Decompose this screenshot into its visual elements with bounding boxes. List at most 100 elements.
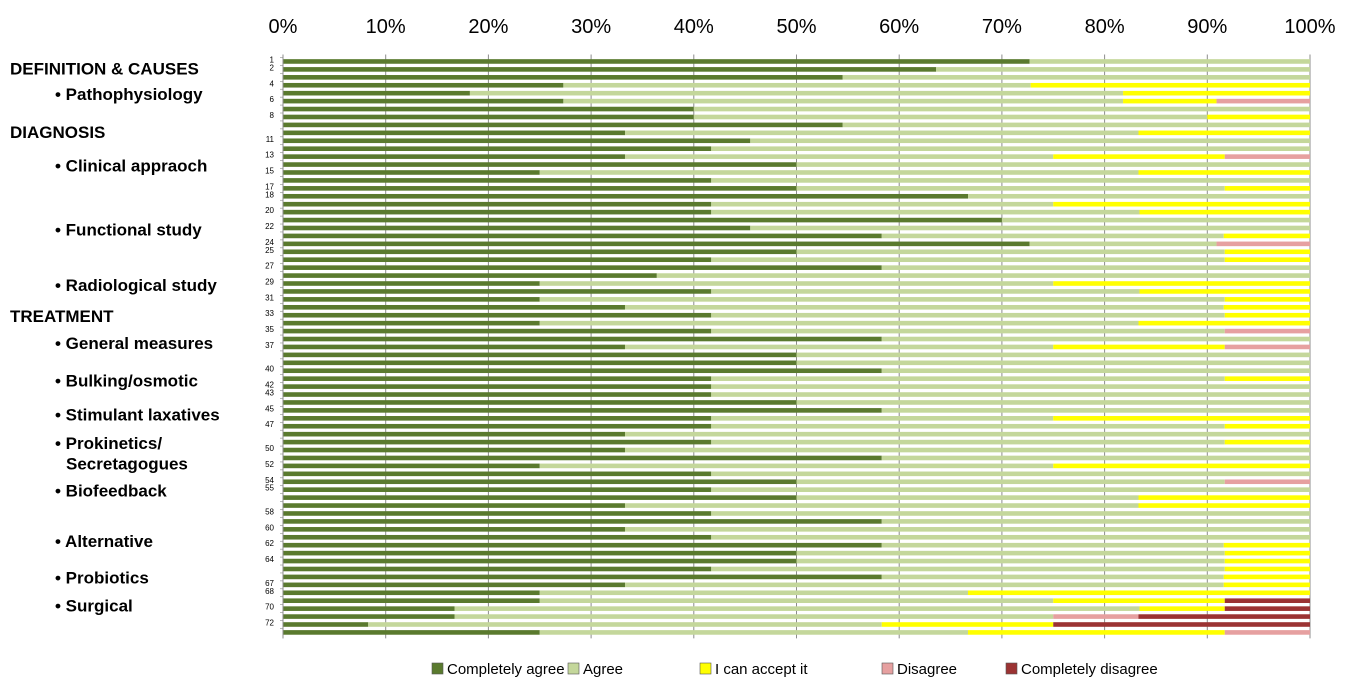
x-tick-label: 10% (366, 16, 406, 38)
row-number-label: 22 (265, 222, 274, 231)
bar-segment (968, 630, 1225, 635)
bar-segment (1053, 154, 1225, 159)
bar-segment (1216, 98, 1310, 104)
bar-segment (881, 519, 1310, 524)
bar-segment (1224, 344, 1310, 350)
legend-swatch (567, 662, 580, 675)
bar-segment (881, 455, 1310, 461)
bar-segment (283, 114, 694, 120)
bar-segment (711, 487, 1310, 492)
row-number-label: 4 (270, 79, 275, 88)
bar-segment (624, 431, 1310, 437)
bar-segment (1053, 281, 1310, 286)
bar-segment (1139, 209, 1310, 215)
bar-segment (1224, 257, 1310, 263)
bar-segment (1224, 479, 1310, 485)
bar-segment (283, 257, 712, 263)
legend-entry-label: Agree (583, 661, 623, 678)
bar-segment (539, 281, 1054, 286)
bar-segment (1224, 439, 1310, 445)
bar-segment (539, 590, 969, 596)
row-number-label: 25 (265, 246, 274, 255)
category-label: • Stimulant laxatives (55, 405, 220, 424)
bar-segment (624, 447, 1310, 453)
bar-segment (283, 82, 564, 88)
bar-segment (539, 598, 1054, 604)
bar-segment (1123, 98, 1217, 104)
bar-segment (1207, 114, 1310, 120)
bar-segment (1053, 622, 1310, 627)
bar-segment (283, 574, 882, 580)
bar-segment (283, 582, 625, 588)
bar-segment (283, 193, 969, 199)
bar-segment (796, 186, 1225, 191)
row-number-label: 62 (265, 539, 274, 548)
bar-segment (454, 614, 1054, 619)
bar-segment (881, 542, 1224, 548)
bar-segment (283, 265, 882, 270)
legend-swatch (699, 662, 712, 675)
category-label: • Biofeedback (55, 481, 167, 500)
bar-segment (796, 400, 1310, 405)
bar-segment (881, 622, 1054, 627)
bar-segment (711, 384, 1310, 389)
bar-segment (796, 558, 1225, 564)
x-tick-label: 80% (1085, 16, 1125, 38)
bar-segment (968, 193, 1310, 199)
bar-segment (624, 582, 1224, 588)
bar-segment (283, 90, 470, 96)
bar-segment (283, 558, 797, 564)
x-tick-label: 50% (776, 16, 816, 38)
bar-segment (1139, 606, 1225, 611)
bar-segment (283, 201, 712, 207)
bar-segment (283, 154, 625, 159)
bar-segment (283, 162, 797, 167)
bar-segment (693, 114, 1208, 120)
bar-segment (283, 122, 843, 128)
bar-segment (283, 59, 1030, 64)
row-number-label: 45 (265, 404, 274, 413)
bar-segment (283, 336, 882, 342)
bar-segment (711, 471, 1310, 477)
bar-segment (283, 566, 712, 572)
bar-segment (1223, 582, 1310, 588)
bar-segment (283, 503, 625, 508)
bar-segment (1224, 423, 1310, 429)
bar-segment (711, 376, 1225, 381)
bar-segment (842, 122, 1310, 128)
bar-segment (796, 352, 1310, 358)
bar-segment (711, 511, 1310, 516)
row-number-label: 2 (270, 63, 275, 72)
row-labels: 1246811131517182022242527293133353740424… (265, 55, 274, 627)
bar-segment (1053, 201, 1310, 207)
bar-segment (283, 392, 712, 397)
bar-segment (711, 289, 1140, 294)
bar-segment (283, 423, 712, 429)
bar-segment (283, 447, 625, 453)
bar-segment (711, 257, 1225, 263)
legend-swatch (1005, 662, 1018, 675)
row-number-label: 20 (265, 206, 274, 215)
bar-segment (283, 217, 1002, 223)
bar-segment (624, 344, 1054, 350)
bar-segment (711, 328, 1225, 334)
bar-segment (1224, 558, 1310, 564)
bar-segment (936, 67, 1310, 72)
bar-segment (539, 463, 1054, 469)
bar-segment (711, 416, 1054, 421)
bar-segment (283, 479, 797, 485)
bar-segment (283, 542, 882, 548)
bar-segment (1224, 566, 1310, 572)
bar-segment (1224, 297, 1310, 302)
legend-swatch (431, 662, 444, 675)
bar-segment (1138, 495, 1310, 500)
bar-segment (563, 98, 1124, 104)
row-number-label: 29 (265, 278, 274, 287)
bar-segment (1224, 154, 1310, 159)
bar-segment (283, 487, 712, 492)
bar-segment (1139, 289, 1310, 294)
row-number-label: 18 (265, 190, 274, 199)
bar-segment (1053, 614, 1139, 619)
category-label: • Prokinetics/ (55, 434, 162, 453)
